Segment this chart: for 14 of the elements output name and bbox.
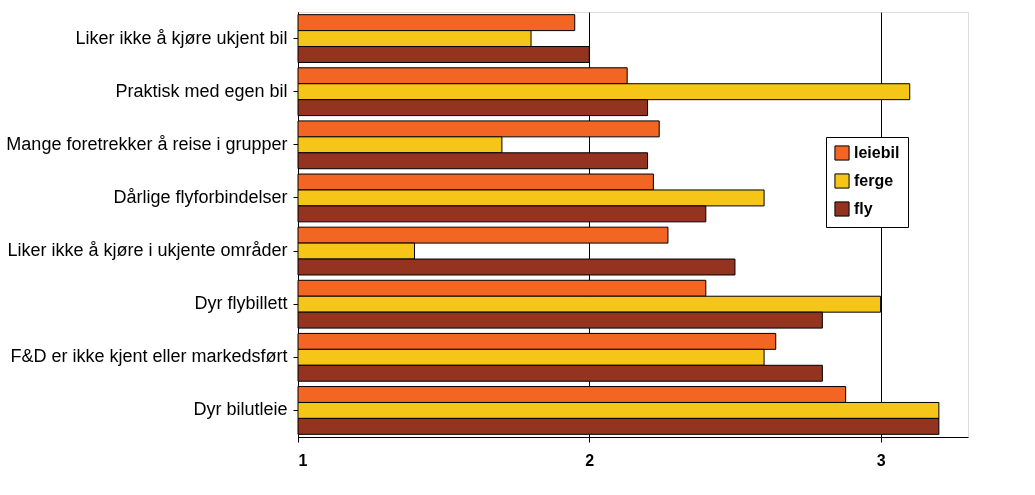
y-tick-label: F&D er ikke kjent eller markedsført [10,346,288,367]
legend-label: fly [854,200,873,217]
x-tick-label: 2 [585,451,595,469]
y-tick-label: Liker ikke å kjøre ukjent bil [75,27,288,48]
x-tick-label: 3 [876,451,886,469]
legend-label: leiebil [854,144,900,161]
y-tick-label: Dyr bilutleie [193,399,288,420]
y-tick-label: Dyr flybillett [194,293,288,314]
y-tick-label: Liker ikke å kjøre i ukjente områder [7,240,288,261]
y-tick-label: Mange foretrekker å reise i grupper [6,133,288,154]
y-tick-label: Dårlige flyforbindelser [113,186,288,207]
legend-label: ferge [854,172,894,189]
y-tick-label: Praktisk med egen bil [115,80,288,101]
x-tick-label: 1 [298,451,308,469]
